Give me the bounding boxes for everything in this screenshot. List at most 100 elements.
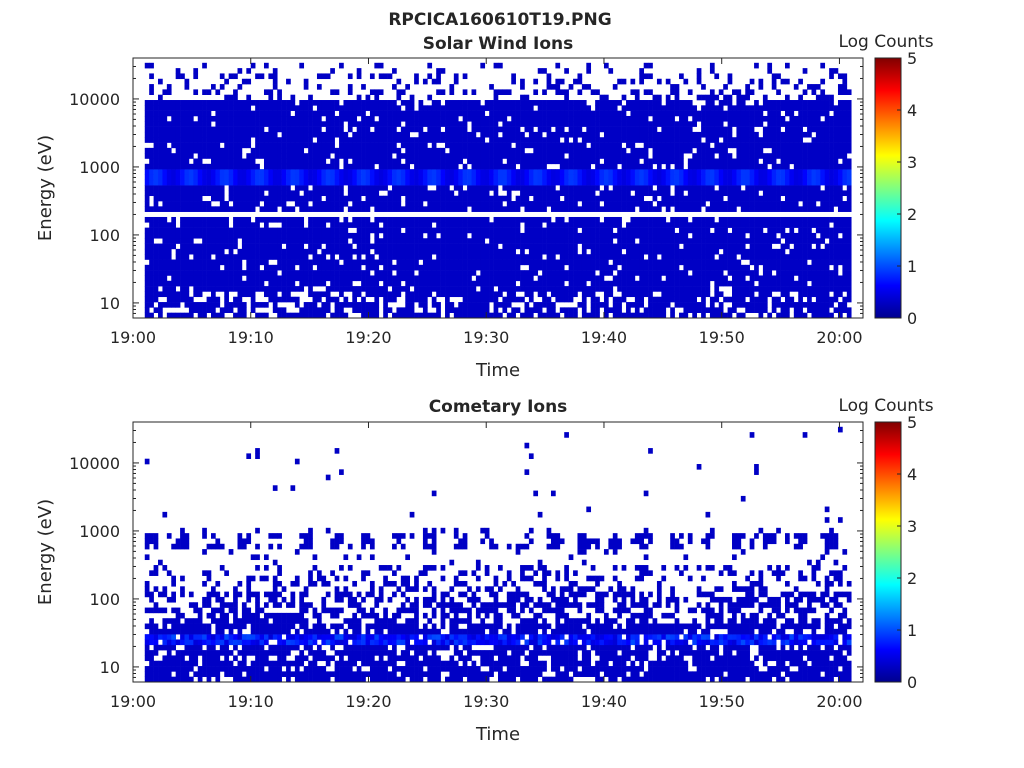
spectrogram-cell [449, 216, 455, 223]
spectrogram-cell [374, 126, 380, 133]
spectrogram-cell [621, 280, 627, 287]
spectrogram-cell [789, 232, 795, 239]
spectrogram-cell [758, 174, 764, 181]
spectrogram-cell [418, 185, 424, 191]
spectrogram-cell [634, 190, 640, 197]
spectrogram-cell [166, 169, 172, 175]
spectrogram-cell [422, 179, 428, 186]
spectrogram-cell [480, 190, 486, 197]
spectrogram-cell [811, 206, 817, 212]
spectrogram-cell [206, 147, 212, 154]
spectrogram-cell [577, 286, 583, 292]
spectrogram-cell [643, 286, 649, 292]
spectrogram-cell [709, 131, 715, 138]
spectrogram-cell [506, 291, 512, 298]
spectrogram-cell [502, 270, 508, 276]
spectrogram-cell [202, 179, 207, 186]
spectrogram-cell [762, 195, 768, 202]
spectrogram-cell [749, 179, 755, 186]
spectrogram-cell [820, 158, 826, 165]
spectrogram-cell [745, 163, 750, 170]
spectrogram-cell [211, 185, 216, 191]
spectrogram-cell [745, 280, 750, 287]
spectrogram-cell [237, 222, 243, 228]
spectrogram-cell [215, 286, 221, 292]
spectrogram-cell [237, 280, 243, 287]
spectrogram-cell [820, 232, 826, 239]
spectrogram-cell [436, 264, 441, 271]
spectrogram-cell [846, 264, 852, 271]
spectrogram-cell [312, 126, 318, 133]
spectrogram-cell [197, 302, 203, 308]
spectrogram-cell [833, 286, 839, 292]
spectrogram-cell [409, 195, 415, 202]
spectrogram-cell [188, 296, 194, 303]
spectrogram-cell [811, 259, 817, 266]
spectrogram-cell [670, 243, 675, 250]
spectrogram-cell [215, 179, 221, 186]
spectrogram-cell [197, 142, 203, 149]
spectrogram-cell [586, 312, 592, 319]
spectrogram-cell [701, 296, 706, 303]
spectrogram-cell [807, 174, 812, 181]
spectrogram-cell [197, 195, 203, 202]
spectrogram-cell [502, 131, 508, 138]
spectrogram-cell [255, 280, 260, 287]
spectrogram-cell [325, 195, 331, 202]
spectrogram-cell [369, 153, 375, 159]
spectrogram-cell [263, 275, 269, 282]
spectrogram-cell [714, 147, 720, 154]
spectrogram-cell [692, 201, 697, 207]
spectrogram-cell [714, 307, 720, 313]
spectrogram-cell [290, 206, 296, 212]
spectrogram-cell [652, 302, 658, 308]
spectrogram-cell [780, 179, 786, 186]
spectrogram-cell [467, 275, 472, 282]
spectrogram-cell [453, 286, 459, 292]
spectrogram-cell [387, 254, 393, 260]
spectrogram-cell [824, 137, 830, 143]
spectrogram-cell [281, 153, 287, 159]
spectrogram-cell [793, 137, 799, 143]
spectrogram-cell [188, 163, 194, 170]
spectrogram-cell [347, 248, 353, 255]
spectrogram-cell [294, 243, 300, 250]
spectrogram-cell [577, 147, 583, 154]
spectrogram-cell [493, 232, 499, 239]
spectrogram-cell [462, 126, 468, 133]
spectrogram-cell [811, 190, 817, 197]
spectrogram-cell [188, 174, 194, 181]
spectrogram-cell [559, 126, 565, 133]
spectrogram-cell [449, 195, 455, 202]
spectrogram-cell [268, 190, 274, 197]
spectrogram-cell [718, 264, 724, 271]
spectrogram-cell [842, 254, 848, 260]
spectrogram-cell [263, 291, 269, 298]
spectrogram-cell [696, 259, 702, 266]
spectrogram-cell [352, 137, 358, 143]
spectrogram-cell [727, 153, 733, 159]
spectrogram-cell [837, 291, 843, 298]
spectrogram-cell [484, 275, 490, 282]
spectrogram-cell [590, 153, 596, 159]
spectrogram-cell [754, 190, 759, 197]
spectrogram-cell [524, 280, 530, 287]
spectrogram-cell [458, 137, 463, 143]
spectrogram-cell [820, 280, 826, 287]
spectrogram-cell [188, 126, 194, 133]
spectrogram-cell [365, 270, 371, 276]
spectrogram-cell [418, 238, 424, 244]
spectrogram-cell [281, 216, 287, 223]
spectrogram-cell [211, 291, 216, 298]
spectrogram-cell [431, 169, 437, 175]
spectrogram-cell [621, 131, 627, 138]
spectrogram-cell [241, 307, 247, 313]
spectrogram-cell [144, 121, 150, 127]
spectrogram-cell [422, 302, 428, 308]
spectrogram-cell [696, 201, 702, 207]
spectrogram-cell [846, 270, 852, 276]
spectrogram-cell [736, 238, 742, 244]
spectrogram-cell [559, 248, 565, 255]
spectrogram-cell [312, 222, 318, 228]
spectrogram-cell [211, 248, 216, 255]
